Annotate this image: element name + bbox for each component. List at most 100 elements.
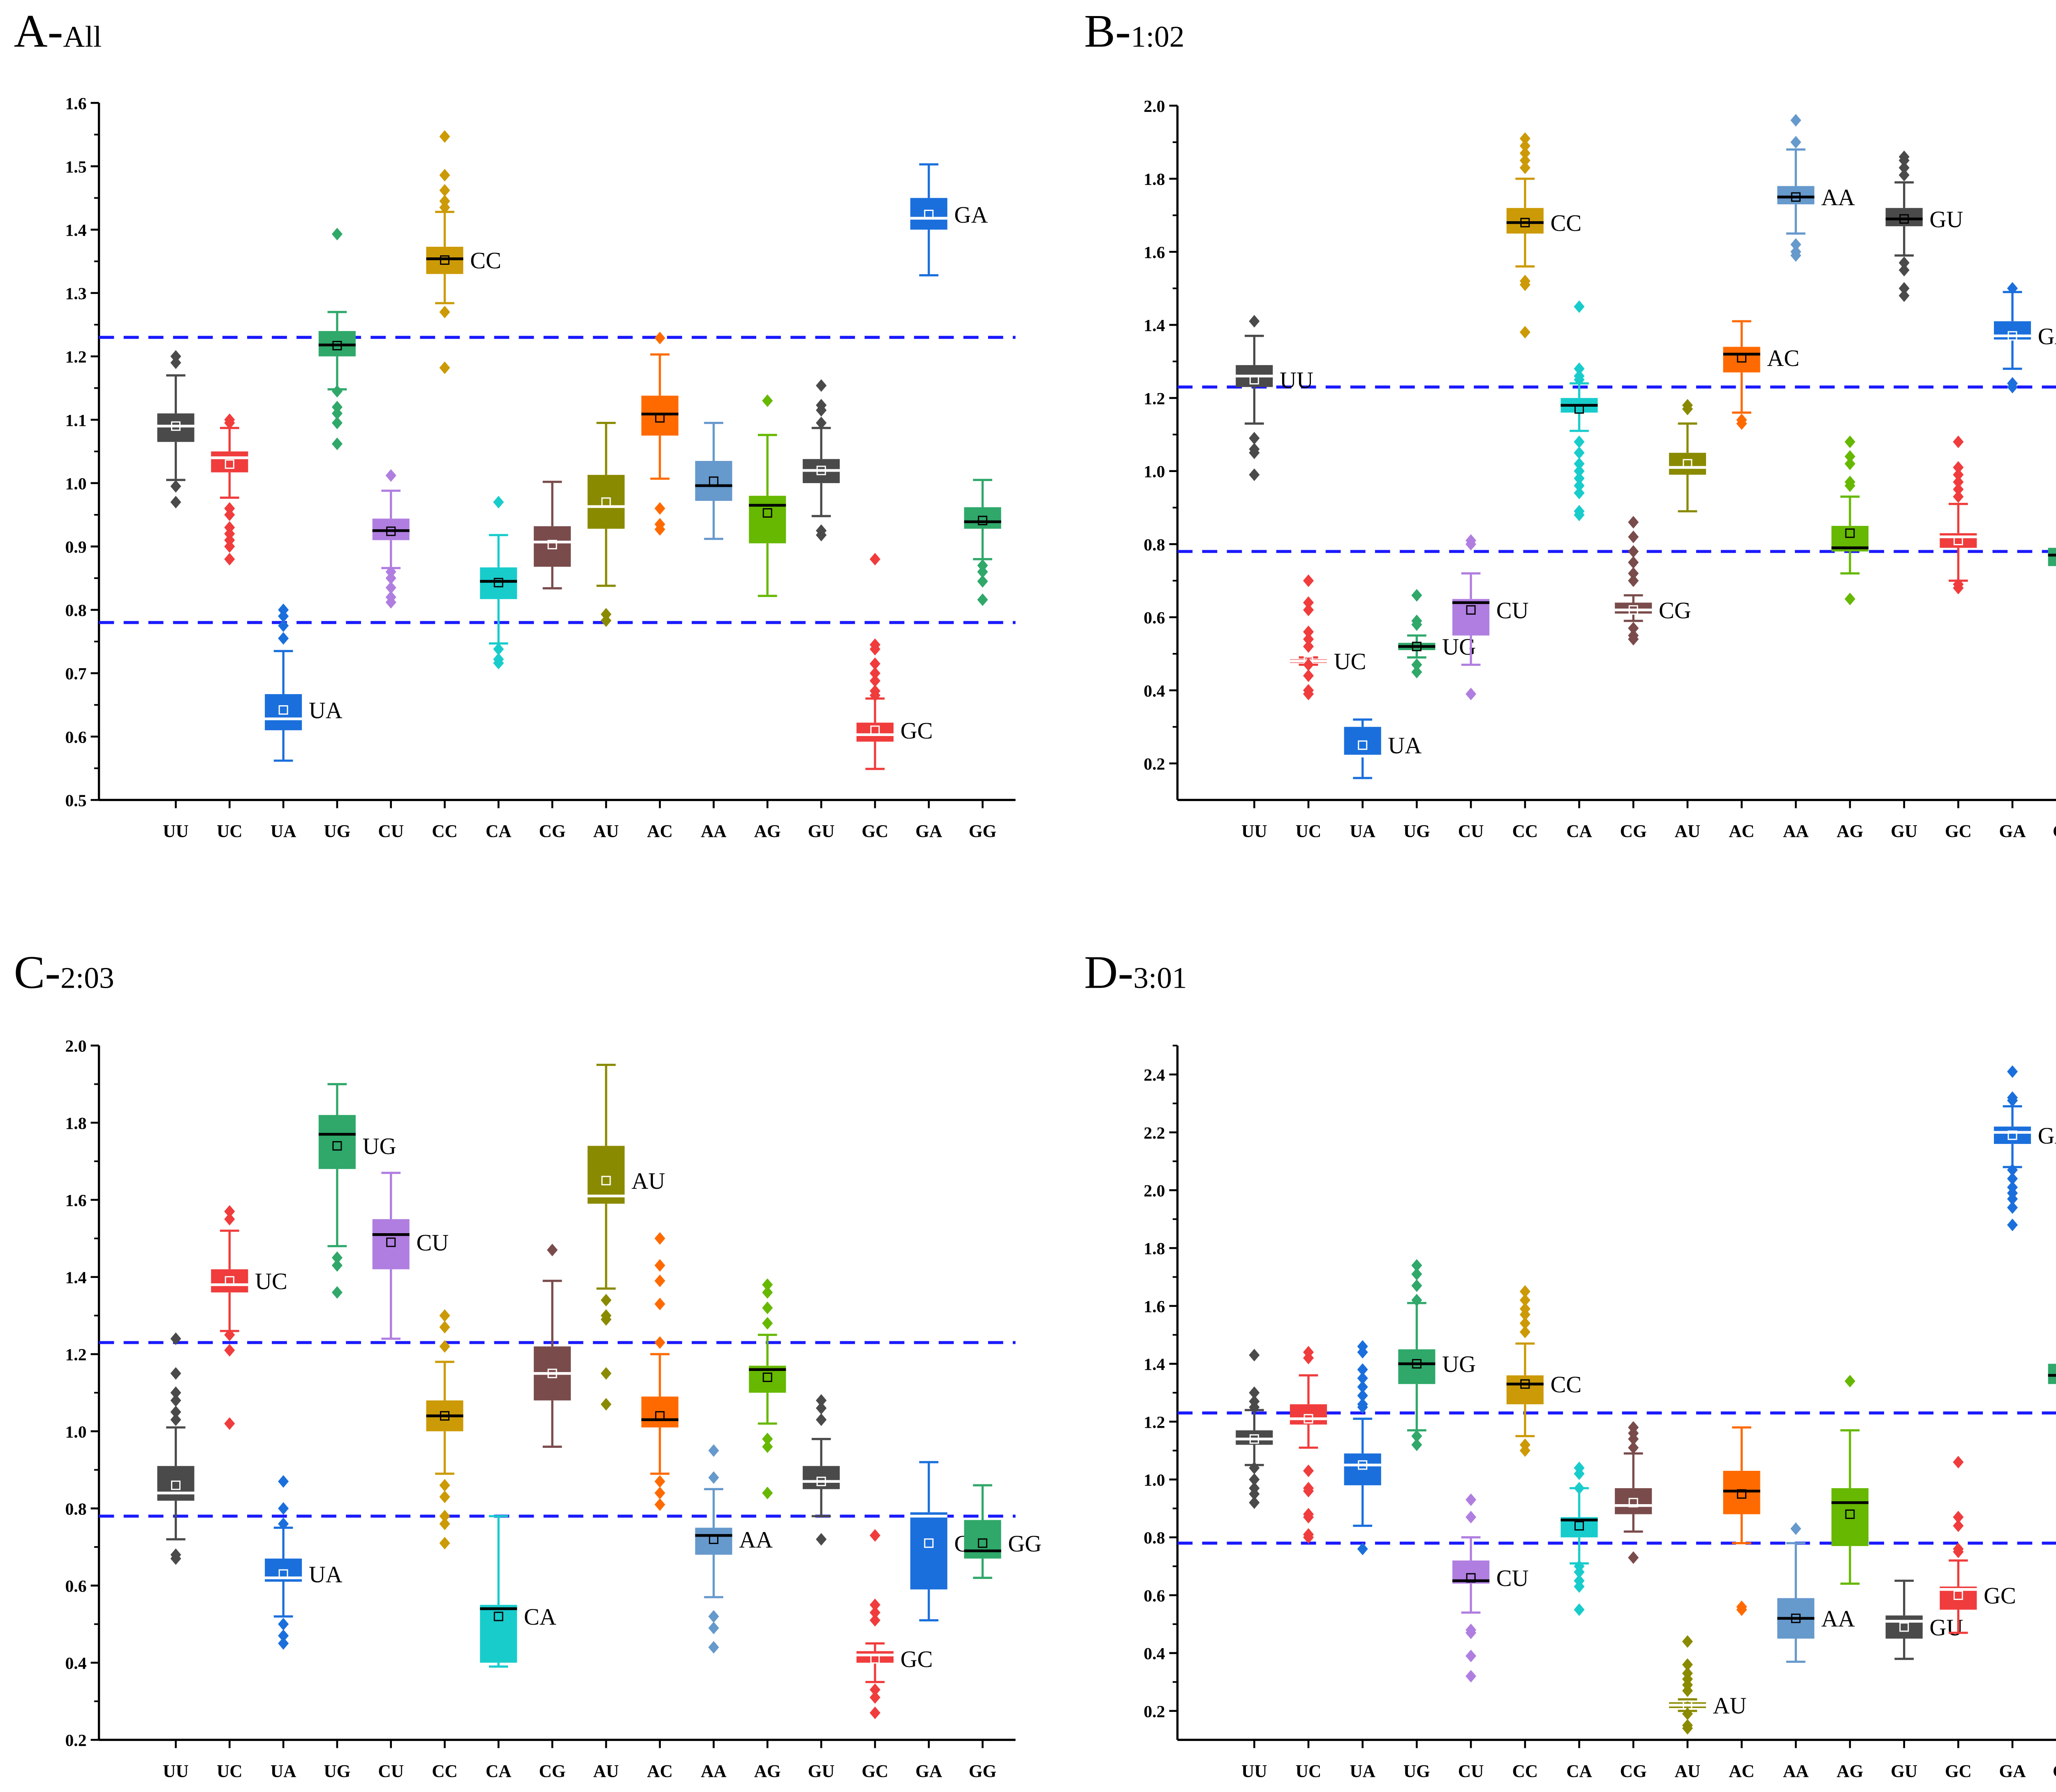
x-tick-label: AG — [754, 822, 781, 841]
box-ac: AC — [1723, 320, 1799, 430]
outlier-point — [1466, 1649, 1477, 1662]
mean-marker — [870, 725, 880, 735]
outlier-point — [331, 401, 343, 414]
panel-title-subset: All — [63, 20, 102, 53]
panel-title: C-2:03 — [14, 947, 114, 998]
iqr-box — [856, 722, 894, 742]
outlier-point — [278, 1502, 289, 1515]
outlier-point — [869, 1683, 881, 1696]
outlier-point — [1519, 1325, 1530, 1338]
outlier-point — [278, 632, 289, 645]
box-gu — [803, 379, 840, 542]
y-tick-label: 0.6 — [65, 728, 86, 747]
x-tick-label: UA — [1350, 822, 1375, 841]
outlier-point — [1411, 1294, 1422, 1307]
mean-marker — [1845, 1509, 1855, 1519]
outlier-point — [816, 1402, 827, 1415]
box-label: GA — [2038, 324, 2056, 350]
outlier-point — [1628, 556, 1639, 569]
outlier-point — [1574, 1565, 1585, 1579]
outlier-point — [1628, 567, 1639, 580]
mean-marker — [1845, 528, 1855, 538]
y-tick-label: 0.6 — [1144, 609, 1165, 627]
outlier-point — [224, 508, 235, 521]
mean-marker — [762, 1372, 772, 1382]
outlier-point — [762, 1286, 773, 1299]
box-label: AC — [1767, 345, 1799, 371]
box-cu: CU — [1452, 1493, 1529, 1683]
box-label: AA — [1821, 1606, 1855, 1632]
outlier-point — [224, 527, 235, 540]
outlier-point — [654, 331, 665, 345]
outlier-point — [1357, 1363, 1368, 1376]
mean-marker — [1249, 375, 1259, 384]
box-label: GG — [1008, 1531, 1042, 1557]
panel-c: C-2:03 0.2 0.4 0.6 0.8 1.0 1.2 1.4 1.6 1.8 2.0 UU UC… — [14, 947, 1042, 1781]
outlier-point — [1249, 468, 1260, 481]
y-tick-label: 0.2 — [1144, 1702, 1165, 1721]
mean-marker — [762, 508, 772, 518]
y-tick-label: 1.4 — [1144, 1355, 1165, 1374]
box-gc: GC — [856, 553, 933, 770]
x-tick-label: GG — [2053, 1761, 2056, 1781]
outlier-point — [1736, 1603, 1747, 1616]
outlier-point — [1899, 264, 1910, 277]
outlier-point — [1519, 132, 1530, 145]
y-tick-label: 1.2 — [65, 1345, 86, 1364]
outlier-point — [654, 1297, 665, 1310]
outlier-point — [439, 1309, 450, 1322]
outlier-point — [1466, 1670, 1477, 1683]
outlier-point — [1953, 1545, 1964, 1558]
box-cu: CU — [372, 1172, 449, 1340]
outlier-point — [2007, 1192, 2018, 1205]
x-tick-label: AC — [1729, 822, 1755, 841]
outlier-point — [493, 643, 504, 655]
mean-marker — [709, 476, 719, 486]
iqr-box — [1723, 347, 1760, 373]
mean-marker — [171, 1480, 181, 1490]
mean-marker — [924, 209, 934, 220]
iqr-box — [856, 1651, 894, 1663]
outlier-point — [1411, 1279, 1422, 1292]
mean-marker — [278, 1569, 288, 1579]
panel-title: D-3:01 — [1084, 947, 1187, 998]
box-label: CU — [416, 1230, 449, 1256]
outlier-point — [869, 1529, 881, 1542]
outlier-point — [654, 523, 665, 536]
iqr-box — [1994, 1126, 2031, 1144]
mean-marker — [547, 539, 557, 549]
box-ua — [1344, 1340, 1381, 1556]
y-tick-label: 1.2 — [65, 348, 86, 367]
box-gg: GG — [2048, 548, 2056, 566]
y-tick-label: 2.4 — [1144, 1066, 1165, 1085]
x-tick-label: AG — [1836, 822, 1863, 841]
outlier-point — [1899, 169, 1910, 182]
outlier-point — [762, 1301, 773, 1314]
mean-marker — [225, 1276, 234, 1286]
box-label: UA — [309, 1562, 343, 1588]
panel-d: D-3:01 0.2 0.4 0.6 0.8 1.0 1.2 1.4 1.6 1.8 2.0 2.2 2… — [1084, 947, 2056, 1781]
x-tick-label: UG — [324, 822, 350, 841]
outlier-point — [1357, 1401, 1368, 1414]
iqr-box — [157, 1466, 194, 1501]
outlier-point — [1574, 479, 1585, 492]
box-gu: GU — [1885, 150, 1963, 302]
x-tick-label: UC — [217, 822, 243, 841]
box-label: GC — [901, 1646, 933, 1672]
outlier-point — [654, 1336, 665, 1349]
mean-marker — [1737, 1489, 1747, 1499]
box-cc — [426, 1309, 463, 1550]
mean-marker — [1683, 459, 1692, 469]
outlier-point — [1574, 435, 1585, 448]
outlier-point — [1249, 446, 1260, 459]
outlier-point — [1249, 1461, 1260, 1475]
outlier-point — [1844, 1375, 1856, 1388]
box-label: UU — [1280, 367, 1313, 393]
panel-title-letter: C- — [14, 947, 60, 998]
outlier-point — [493, 495, 504, 509]
outlier-point — [278, 619, 289, 632]
x-tick-label: UC — [1296, 1761, 1322, 1781]
outlier-point — [1953, 1511, 1964, 1523]
box-gg: GG — [964, 1484, 1042, 1579]
x-tick-label: AG — [1836, 1761, 1863, 1781]
